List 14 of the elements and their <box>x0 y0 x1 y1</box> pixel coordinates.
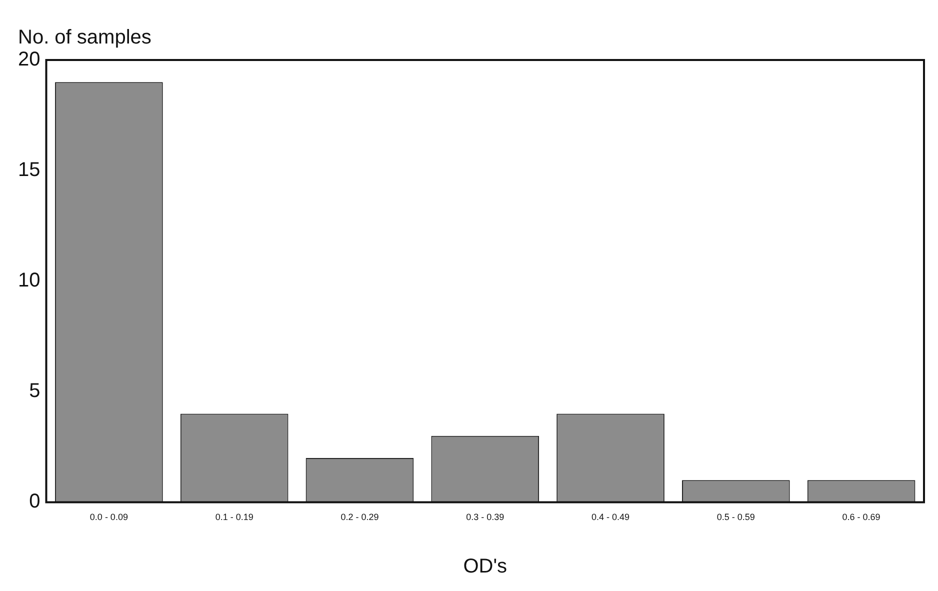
y-tick-label: 5 <box>29 380 40 402</box>
y-axis-title: No. of samples <box>18 26 152 49</box>
x-tick-label: 0.3 - 0.39 <box>466 512 504 522</box>
y-tick-label: 15 <box>18 159 40 182</box>
x-tick-label: 0.1 - 0.19 <box>215 512 254 522</box>
x-tick-label: 0.5 - 0.59 <box>716 512 755 522</box>
x-tick-label: 0.6 - 0.69 <box>842 512 880 522</box>
x-tick-label: 0.4 - 0.49 <box>592 512 630 522</box>
x-tick-label: 0.0 - 0.09 <box>90 512 128 522</box>
y-tick-label: 0 <box>29 490 40 513</box>
y-tick-label: 20 <box>18 48 40 71</box>
y-tick-label: 10 <box>18 270 40 292</box>
x-axis-title: OD's <box>463 556 508 578</box>
x-tick-label: 0.2 - 0.29 <box>340 512 379 522</box>
